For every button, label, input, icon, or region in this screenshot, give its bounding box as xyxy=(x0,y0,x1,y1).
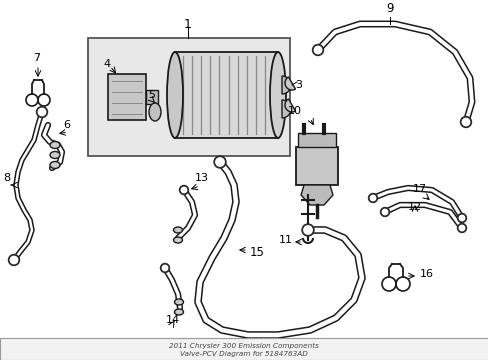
Text: 14: 14 xyxy=(165,315,180,325)
Bar xyxy=(295,147,337,185)
Ellipse shape xyxy=(167,52,183,138)
Text: 13: 13 xyxy=(195,173,208,183)
Circle shape xyxy=(179,185,188,194)
Ellipse shape xyxy=(50,141,60,148)
Circle shape xyxy=(10,256,18,264)
Bar xyxy=(108,74,146,120)
Wedge shape xyxy=(285,99,295,112)
Circle shape xyxy=(461,118,469,126)
Text: 1: 1 xyxy=(183,18,192,31)
Circle shape xyxy=(369,195,375,201)
Ellipse shape xyxy=(174,309,183,315)
Wedge shape xyxy=(282,76,290,94)
Circle shape xyxy=(303,226,311,234)
Circle shape xyxy=(312,45,323,55)
Ellipse shape xyxy=(149,103,161,121)
Ellipse shape xyxy=(50,152,60,158)
Text: 8: 8 xyxy=(3,173,11,183)
Ellipse shape xyxy=(173,227,182,233)
Circle shape xyxy=(382,209,387,215)
Circle shape xyxy=(457,213,466,222)
Circle shape xyxy=(38,108,45,116)
Text: Valve-PCV Diagram for 5184763AD: Valve-PCV Diagram for 5184763AD xyxy=(180,351,307,357)
Bar xyxy=(146,90,158,104)
Ellipse shape xyxy=(269,52,285,138)
Text: 10: 10 xyxy=(287,106,302,116)
Circle shape xyxy=(215,158,224,166)
Text: 2011 Chrysler 300 Emission Components: 2011 Chrysler 300 Emission Components xyxy=(169,343,318,349)
Ellipse shape xyxy=(50,162,60,168)
Circle shape xyxy=(8,255,20,266)
Text: 4: 4 xyxy=(103,59,110,69)
Circle shape xyxy=(160,264,169,273)
Circle shape xyxy=(181,187,186,193)
Bar xyxy=(0,338,488,360)
Text: 3: 3 xyxy=(294,80,302,90)
Text: 16: 16 xyxy=(419,269,433,279)
Circle shape xyxy=(37,107,47,117)
Text: 17: 17 xyxy=(412,184,426,194)
Circle shape xyxy=(460,117,470,127)
Bar xyxy=(175,52,278,138)
Ellipse shape xyxy=(174,299,183,305)
Text: 5: 5 xyxy=(148,90,155,100)
Text: 9: 9 xyxy=(386,2,393,15)
Circle shape xyxy=(380,207,389,216)
Circle shape xyxy=(214,156,225,168)
Bar xyxy=(88,38,289,156)
Text: 11: 11 xyxy=(279,235,292,245)
Circle shape xyxy=(314,46,321,54)
Circle shape xyxy=(302,224,313,236)
Circle shape xyxy=(368,194,377,202)
Text: 15: 15 xyxy=(249,246,264,258)
Circle shape xyxy=(162,265,167,271)
Polygon shape xyxy=(301,185,332,205)
Wedge shape xyxy=(282,100,290,118)
Wedge shape xyxy=(285,77,295,90)
Circle shape xyxy=(458,225,464,231)
Circle shape xyxy=(457,224,466,233)
Text: 12: 12 xyxy=(407,202,421,212)
Text: 7: 7 xyxy=(33,53,41,63)
Circle shape xyxy=(458,215,464,221)
Ellipse shape xyxy=(173,237,182,243)
Bar xyxy=(297,133,335,147)
Text: 6: 6 xyxy=(63,120,70,130)
